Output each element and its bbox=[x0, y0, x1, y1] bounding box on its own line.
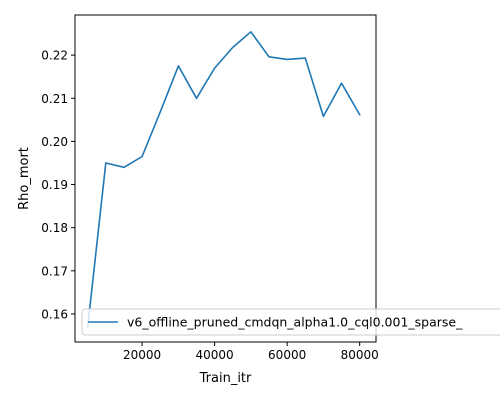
x-tick-label: 40000 bbox=[196, 348, 234, 362]
y-tick-label: 0.22 bbox=[41, 49, 68, 63]
x-tick-label: 80000 bbox=[341, 348, 379, 362]
legend-series-label: v6_offline_pruned_cmdqn_alpha1.0_cql0.00… bbox=[127, 315, 463, 330]
series-line bbox=[86, 30, 361, 328]
y-tick-label: 0.21 bbox=[41, 92, 68, 106]
y-tick-label: 0.20 bbox=[41, 135, 68, 149]
x-axis-ticks: 20000 40000 60000 80000 bbox=[123, 342, 379, 362]
y-axis-label: Rho_mort bbox=[17, 147, 32, 210]
y-tick-label: 0.16 bbox=[41, 307, 68, 321]
y-axis-ticks: 0.16 0.17 0.18 0.19 0.20 0.21 0.22 bbox=[41, 49, 75, 321]
y-tick-label: 0.17 bbox=[41, 264, 68, 278]
plot-area-frame bbox=[74, 14, 377, 343]
y-tick-label: 0.18 bbox=[41, 221, 68, 235]
legend-box bbox=[81, 308, 500, 336]
y-tick-label: 0.19 bbox=[41, 178, 68, 192]
x-tick-label: 60000 bbox=[268, 348, 306, 362]
plot-content bbox=[86, 30, 361, 328]
x-axis-label: Train_itr bbox=[199, 371, 252, 386]
x-tick-label: 20000 bbox=[123, 348, 161, 362]
legend: v6_offline_pruned_cmdqn_alpha1.0_cql0.00… bbox=[81, 308, 500, 336]
